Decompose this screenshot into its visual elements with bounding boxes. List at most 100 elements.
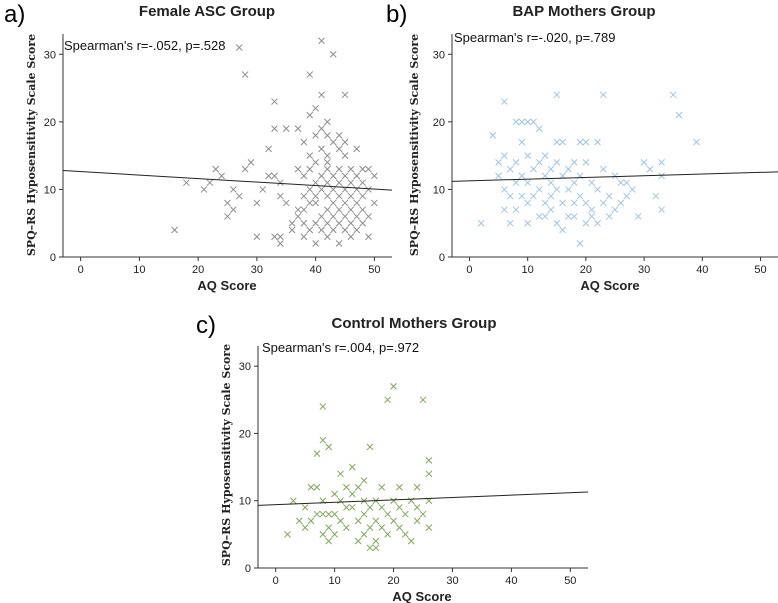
scatter-point bbox=[347, 219, 355, 227]
scatter-point bbox=[413, 504, 421, 511]
scatter-point bbox=[347, 233, 355, 241]
scatter-point bbox=[312, 219, 319, 227]
scatter-point bbox=[371, 199, 378, 207]
scatter-point bbox=[559, 138, 566, 146]
scatter-point bbox=[341, 91, 349, 99]
scatter-point bbox=[341, 152, 349, 159]
scatter-point bbox=[329, 138, 337, 146]
scatter-point bbox=[576, 138, 584, 146]
scatter-point bbox=[512, 159, 520, 166]
panel-letter-b: b) bbox=[386, 1, 407, 28]
scatter-point bbox=[365, 213, 372, 220]
scatter-point bbox=[605, 192, 613, 200]
scatter-point bbox=[329, 172, 337, 180]
y-tick-label: 30 bbox=[239, 361, 251, 373]
scatter-point bbox=[354, 483, 362, 491]
scatter-point bbox=[658, 159, 665, 166]
scatter-point bbox=[282, 125, 290, 132]
scatter-point bbox=[241, 71, 249, 78]
scatter-point bbox=[582, 199, 590, 207]
scatter-point bbox=[335, 165, 343, 173]
y-tick-label: 20 bbox=[239, 428, 251, 440]
panel-control-mothers: c) Control Mothers Group Spearman's r=.0… bbox=[196, 312, 589, 603]
x-tick-label: 30 bbox=[251, 264, 263, 276]
panel-letter-c: c) bbox=[196, 312, 216, 339]
scatter-point bbox=[506, 165, 514, 173]
scatter-point bbox=[535, 186, 543, 193]
scatter-point bbox=[600, 199, 607, 207]
scatter-point bbox=[212, 165, 220, 173]
scatter-point bbox=[312, 199, 319, 207]
scatter-point bbox=[341, 172, 349, 180]
scatter-point bbox=[241, 165, 249, 173]
scatter-point bbox=[559, 199, 566, 207]
scatter-point bbox=[277, 179, 284, 187]
panel-bap-mothers: b) BAP Mothers Group Spearman's r=-.020,… bbox=[386, 1, 778, 293]
scatter-point bbox=[306, 71, 314, 78]
scatter-point bbox=[235, 192, 243, 200]
scatter-point bbox=[518, 192, 526, 200]
scatter-point bbox=[347, 206, 355, 214]
scatter-point bbox=[294, 206, 302, 214]
y-tick-label: 30 bbox=[433, 49, 445, 61]
scatter-point bbox=[318, 125, 325, 132]
chart-title-c: Control Mothers Group bbox=[332, 315, 497, 332]
y-tick-label: 0 bbox=[245, 563, 251, 575]
scatter-point bbox=[312, 104, 319, 112]
scatter-point bbox=[360, 477, 368, 484]
scatter-point bbox=[335, 240, 343, 247]
scatter-point bbox=[588, 206, 596, 214]
scatter-point bbox=[518, 138, 526, 146]
scatter-point bbox=[324, 233, 331, 241]
scatter-point bbox=[378, 504, 386, 511]
scatter-point bbox=[235, 44, 243, 51]
scatter-point bbox=[318, 226, 325, 234]
x-tick-label: 50 bbox=[564, 575, 576, 587]
scatter-point bbox=[594, 138, 601, 146]
scatter-point bbox=[307, 517, 315, 525]
scatter-point bbox=[294, 213, 302, 220]
scatter-point bbox=[605, 213, 613, 220]
scatter-point bbox=[312, 240, 319, 247]
scatter-point bbox=[318, 186, 325, 193]
scatter-point bbox=[271, 98, 278, 105]
y-tick-label: 0 bbox=[439, 252, 445, 264]
scatter-point bbox=[337, 470, 344, 478]
scatter-point bbox=[324, 118, 331, 126]
scatter-point bbox=[318, 172, 325, 180]
scatter-point bbox=[324, 159, 331, 166]
scatter-point bbox=[524, 118, 532, 126]
scatter-point bbox=[318, 91, 325, 99]
x-tick-label: 20 bbox=[192, 264, 204, 276]
scatter-point bbox=[553, 219, 561, 227]
chart-title-b: BAP Mothers Group bbox=[512, 3, 655, 20]
scatter-point bbox=[530, 192, 537, 200]
scatter-point bbox=[312, 159, 319, 166]
x-tick-label: 30 bbox=[446, 575, 458, 587]
x-tick-label: 0 bbox=[78, 264, 84, 276]
scatter-point bbox=[335, 219, 343, 227]
scatter-point bbox=[301, 524, 309, 531]
scatter-point bbox=[224, 213, 231, 220]
scatter-point bbox=[582, 159, 590, 166]
scatter-point bbox=[331, 490, 338, 498]
scatter-point bbox=[183, 179, 190, 187]
scatter-point bbox=[200, 186, 208, 193]
scatter-point bbox=[324, 152, 331, 159]
x-axis-label-a: AQ Score bbox=[197, 278, 256, 293]
scatter-point bbox=[541, 213, 549, 220]
scatter-point bbox=[518, 118, 526, 126]
scatter-point bbox=[325, 524, 333, 531]
scatter-point bbox=[341, 138, 349, 146]
scatter-point bbox=[331, 531, 338, 538]
scatter-point bbox=[372, 537, 380, 545]
scatter-point bbox=[559, 226, 566, 234]
scatter-point bbox=[324, 206, 331, 214]
scatter-point bbox=[495, 159, 502, 166]
x-axis-label-b: AQ Score bbox=[580, 278, 639, 293]
x-tick-label: 30 bbox=[638, 264, 650, 276]
regression-line bbox=[62, 170, 393, 191]
scatter-point bbox=[348, 504, 356, 511]
scatter-point bbox=[407, 537, 415, 545]
y-tick-label: 30 bbox=[44, 49, 56, 61]
